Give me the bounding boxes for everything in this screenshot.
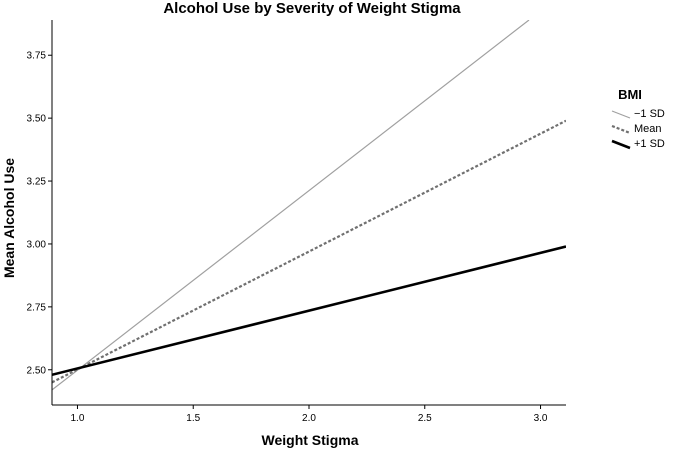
series-line-0 [52,20,530,391]
x-tick-label: 1.5 [186,413,200,424]
y-tick-label: 2.75 [27,302,47,313]
x-tick-label: 2.0 [302,413,316,424]
legend-title: BMI [618,87,642,102]
y-tick-label: 3.25 [27,177,47,188]
legend-swatch-2 [611,139,631,150]
series-line-1 [52,119,566,384]
axes: 1.0 1.5 2.0 2.5 3.0 2.50 2.75 3.00 3.25 3.50 3.75 [27,20,566,424]
plot-area [52,20,566,391]
series-line-2 [52,245,566,377]
y-axis-title: Mean Alcohol Use [1,158,17,278]
legend-label-2: +1 SD [634,138,665,150]
x-axis-title: Weight Stigma [262,432,359,448]
legend-swatch-0 [611,110,631,119]
y-tick-label: 2.50 [27,365,47,376]
legend-label-1: Mean [634,123,662,135]
legend-swatch-1 [611,124,631,135]
y-tick-label: 3.50 [27,114,47,125]
legend: BMI −1 SD Mean +1 SD [611,87,665,150]
x-tick-label: 3.0 [534,413,548,424]
y-tick-label: 3.75 [27,51,47,62]
chart-title: Alcohol Use by Severity of Weight Stigma [163,0,461,17]
x-tick-label: 2.5 [418,413,432,424]
x-tick-label: 1.0 [71,413,85,424]
y-tick-label: 3.00 [27,239,47,250]
legend-label-0: −1 SD [634,108,665,120]
